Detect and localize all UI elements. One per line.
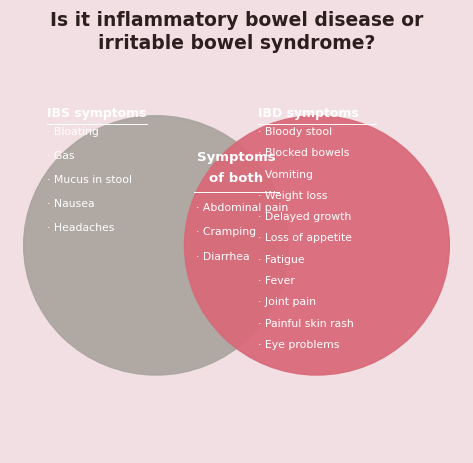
Text: · Fever: · Fever (258, 276, 295, 286)
Text: · Abdominal pain: · Abdominal pain (196, 203, 289, 213)
Text: · Cramping: · Cramping (196, 227, 256, 238)
Circle shape (184, 116, 449, 375)
Text: IBD symptoms: IBD symptoms (258, 107, 359, 120)
Text: · Vomiting: · Vomiting (258, 169, 313, 180)
Text: · Delayed growth: · Delayed growth (258, 212, 351, 222)
Text: · Weight loss: · Weight loss (258, 191, 327, 201)
Text: IBS symptoms: IBS symptoms (47, 107, 147, 120)
Text: · Mucus in stool: · Mucus in stool (47, 175, 132, 185)
Text: · Joint pain: · Joint pain (258, 297, 316, 307)
Text: irritable bowel syndrome?: irritable bowel syndrome? (98, 34, 375, 54)
Text: · Loss of appetite: · Loss of appetite (258, 233, 352, 244)
Text: · Nausea: · Nausea (47, 199, 95, 209)
Text: · Bloody stool: · Bloody stool (258, 127, 332, 137)
Text: Symptoms: Symptoms (197, 151, 276, 164)
Text: · Blocked bowels: · Blocked bowels (258, 148, 349, 158)
Circle shape (24, 116, 289, 375)
Text: · Bloating: · Bloating (47, 127, 99, 137)
Text: Is it inflammatory bowel disease or: Is it inflammatory bowel disease or (50, 11, 423, 31)
Text: · Diarrhea: · Diarrhea (196, 251, 250, 262)
Text: · Painful skin rash: · Painful skin rash (258, 319, 353, 329)
Text: · Gas: · Gas (47, 151, 75, 161)
Text: · Headaches: · Headaches (47, 223, 114, 233)
Text: · Fatigue: · Fatigue (258, 255, 305, 265)
Text: · Eye problems: · Eye problems (258, 340, 339, 350)
Text: of both: of both (210, 172, 263, 185)
